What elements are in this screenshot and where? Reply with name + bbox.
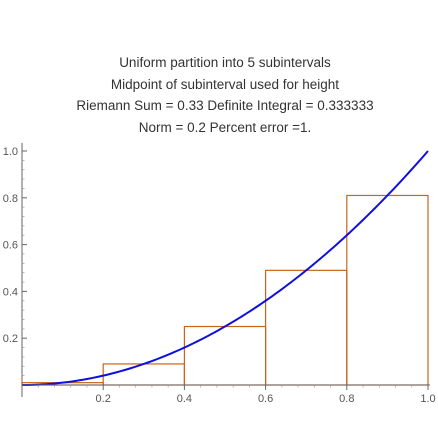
y-tick-label: 0.8 (3, 193, 18, 205)
title-line-2: Midpoint of subinterval used for height (111, 77, 339, 92)
axes (21, 143, 430, 397)
chart-title: Uniform partition into 5 subintervals Mi… (76, 55, 373, 135)
x-tick-label: 1.0 (420, 393, 435, 405)
y-tick-label: 1.0 (3, 146, 18, 158)
x-tick-label: 0.8 (339, 393, 354, 405)
y-tick-label: 0.6 (3, 240, 18, 252)
riemann-bar-3 (183, 325, 267, 386)
x-tick-label: 0.4 (177, 393, 192, 405)
y-ticks: 0.2 0.4 0.6 0.8 1.0 (3, 146, 27, 376)
x-tick-label: 0.2 (96, 393, 111, 405)
y-tick-label: 0.4 (3, 286, 18, 298)
riemann-rectangles (21, 194, 429, 386)
x-tick-label: 0.6 (258, 393, 273, 405)
title-line-4: Norm = 0.2 Percent error =1. (139, 120, 312, 135)
riemann-bar-2 (102, 363, 185, 386)
x-ticks: 0.2 0.4 0.6 0.8 1.0 (37, 385, 436, 405)
title-line-3: Riemann Sum = 0.33 Definite Integral = 0… (76, 98, 373, 113)
y-tick-label: 0.2 (3, 333, 18, 345)
riemann-bar-4 (265, 269, 348, 386)
title-line-1: Uniform partition into 5 subintervals (119, 55, 331, 70)
function-curve (21, 150, 429, 386)
